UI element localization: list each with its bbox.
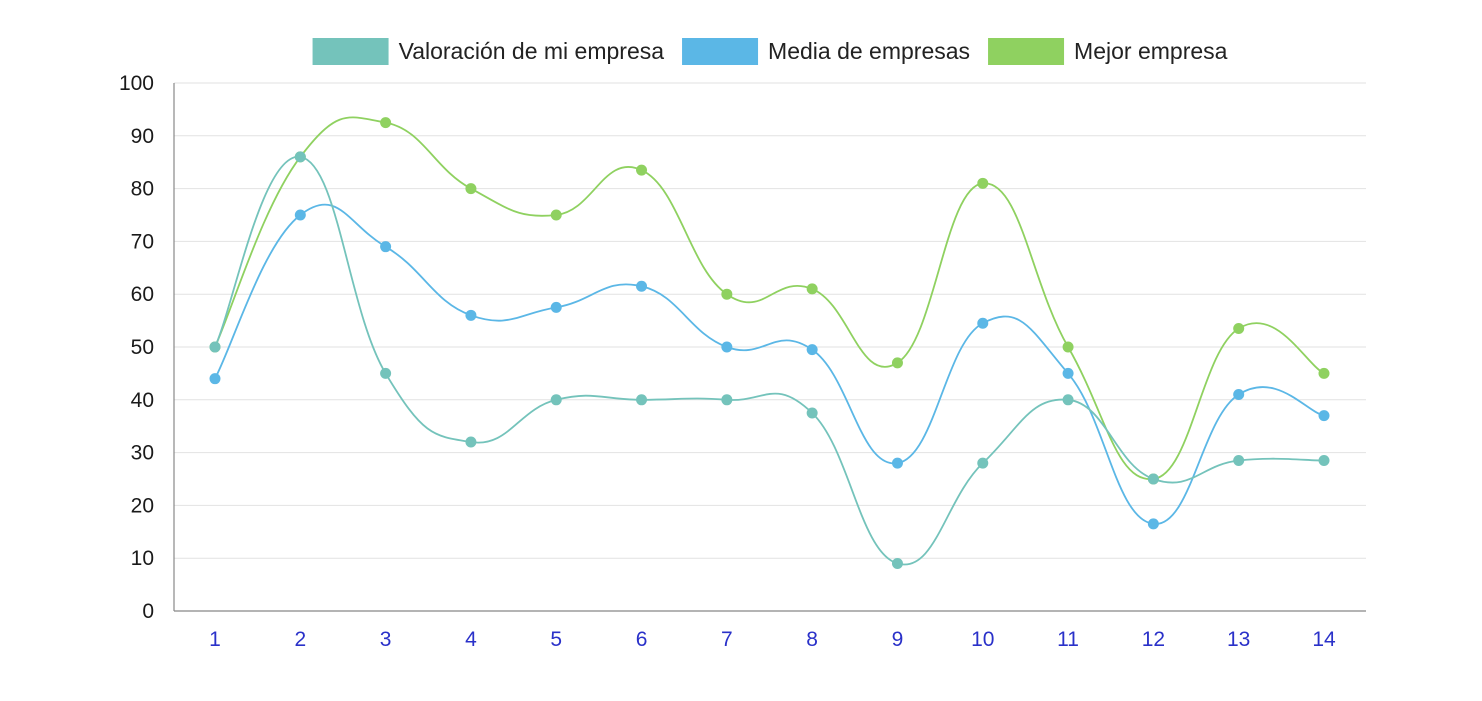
x-tick-label: 10 xyxy=(971,628,994,651)
data-point-valoracion-de-mi-empresa[interactable] xyxy=(550,394,562,406)
data-point-mejor-empresa[interactable] xyxy=(380,117,392,129)
data-point-mejor-empresa[interactable] xyxy=(1318,367,1330,379)
data-point-mejor-empresa[interactable] xyxy=(806,283,818,295)
y-tick-label: 30 xyxy=(131,442,154,465)
y-tick-label: 20 xyxy=(131,494,154,517)
data-point-media-de-empresas[interactable] xyxy=(977,317,989,329)
legend-swatch xyxy=(988,38,1065,65)
x-tick-label: 6 xyxy=(636,628,648,651)
x-tick-label: 5 xyxy=(550,628,562,651)
y-tick-label: 50 xyxy=(131,336,154,359)
data-point-media-de-empresas[interactable] xyxy=(550,301,562,313)
legend-item-mejor-empresa[interactable]: Mejor empresa xyxy=(988,38,1228,65)
legend-swatch xyxy=(312,38,389,65)
y-tick-label: 40 xyxy=(131,389,154,412)
legend-item-media-de-empresas[interactable]: Media de empresas xyxy=(682,38,970,65)
x-tick-label: 7 xyxy=(721,628,733,651)
data-point-valoracion-de-mi-empresa[interactable] xyxy=(380,367,392,379)
data-point-mejor-empresa[interactable] xyxy=(891,357,903,369)
legend[interactable]: Valoración de mi empresa Media de empresa… xyxy=(312,38,1228,65)
data-point-valoracion-de-mi-empresa[interactable] xyxy=(1147,473,1159,485)
data-point-media-de-empresas[interactable] xyxy=(806,344,818,356)
x-tick-label: 14 xyxy=(1312,628,1336,651)
x-tick-label: 1 xyxy=(209,628,221,651)
x-tick-label: 12 xyxy=(1142,628,1165,651)
data-point-valoracion-de-mi-empresa[interactable] xyxy=(209,341,221,353)
data-point-mejor-empresa[interactable] xyxy=(1062,341,1074,353)
x-tick-label: 13 xyxy=(1227,628,1250,651)
y-tick-label: 10 xyxy=(131,547,154,570)
data-point-media-de-empresas[interactable] xyxy=(636,280,648,292)
series-line-valoracion-de-mi-empresa xyxy=(214,156,1325,566)
data-point-media-de-empresas[interactable] xyxy=(1318,410,1330,422)
data-point-valoracion-de-mi-empresa[interactable] xyxy=(977,457,989,469)
data-point-media-de-empresas[interactable] xyxy=(209,373,221,385)
legend-swatch xyxy=(682,38,759,65)
y-tick-label: 80 xyxy=(131,178,154,201)
x-tick-label: 3 xyxy=(380,628,392,651)
data-point-media-de-empresas[interactable] xyxy=(380,241,392,253)
data-point-valoracion-de-mi-empresa[interactable] xyxy=(294,151,306,163)
x-tick-label: 8 xyxy=(806,628,818,651)
series-line-mejor-empresa xyxy=(214,116,1325,480)
series-layer xyxy=(209,116,1330,569)
data-point-media-de-empresas[interactable] xyxy=(891,457,903,469)
data-point-valoracion-de-mi-empresa[interactable] xyxy=(1233,455,1245,467)
data-point-media-de-empresas[interactable] xyxy=(465,309,477,321)
data-point-valoracion-de-mi-empresa[interactable] xyxy=(465,436,477,448)
x-tick-label: 11 xyxy=(1057,628,1079,651)
x-tick-label: 9 xyxy=(892,628,904,651)
data-point-media-de-empresas[interactable] xyxy=(1147,518,1159,530)
data-point-media-de-empresas[interactable] xyxy=(294,209,306,221)
data-point-mejor-empresa[interactable] xyxy=(636,164,648,176)
data-point-media-de-empresas[interactable] xyxy=(1233,389,1245,401)
y-tick-label: 100 xyxy=(119,72,154,95)
data-point-media-de-empresas[interactable] xyxy=(1062,367,1074,379)
legend-item-valoracion-de-mi-empresa[interactable]: Valoración de mi empresa xyxy=(312,38,665,65)
y-tick-label: 0 xyxy=(142,600,154,623)
data-point-mejor-empresa[interactable] xyxy=(977,177,989,189)
data-point-valoracion-de-mi-empresa[interactable] xyxy=(636,394,648,406)
legend-label: Media de empresas xyxy=(768,38,970,64)
y-tick-label: 70 xyxy=(131,230,154,253)
data-point-media-de-empresas[interactable] xyxy=(721,341,733,353)
y-tick-label: 90 xyxy=(131,125,154,148)
data-point-valoracion-de-mi-empresa[interactable] xyxy=(891,557,903,569)
data-point-valoracion-de-mi-empresa[interactable] xyxy=(721,394,733,406)
data-point-valoracion-de-mi-empresa[interactable] xyxy=(1062,394,1074,406)
data-point-valoracion-de-mi-empresa[interactable] xyxy=(806,407,818,419)
legend-label: Mejor empresa xyxy=(1074,38,1228,64)
data-point-mejor-empresa[interactable] xyxy=(721,288,733,300)
legend-label: Valoración de mi empresa xyxy=(399,38,665,64)
data-point-mejor-empresa[interactable] xyxy=(550,209,562,221)
grid-layer xyxy=(174,82,1366,559)
data-point-mejor-empresa[interactable] xyxy=(465,183,477,195)
x-tick-label: 2 xyxy=(294,628,306,651)
x-tick-label: 4 xyxy=(465,628,477,651)
data-point-mejor-empresa[interactable] xyxy=(1233,323,1245,335)
y-tick-label: 60 xyxy=(131,283,154,306)
data-point-valoracion-de-mi-empresa[interactable] xyxy=(1318,455,1330,467)
